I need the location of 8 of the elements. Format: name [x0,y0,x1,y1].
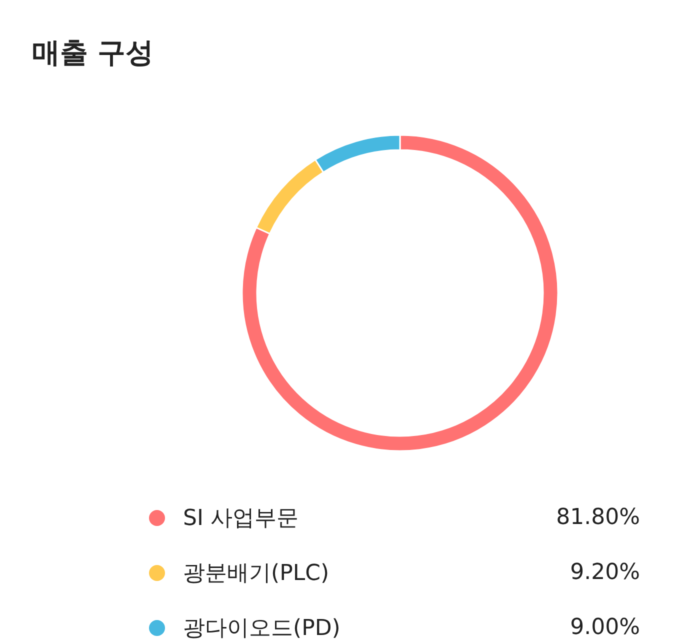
donut-slice [241,134,559,452]
data-label: 9.00% [570,615,640,640]
data-label: 81.80% [556,505,640,530]
chart-title: 매출 구성 [32,35,154,71]
data-label: 9.20% [570,560,640,585]
legend-label: SI 사업부문 [183,504,300,532]
legend-label: 광분배기(PLC) [183,560,330,588]
legend-label: 광다이오드(PD) [183,614,342,642]
